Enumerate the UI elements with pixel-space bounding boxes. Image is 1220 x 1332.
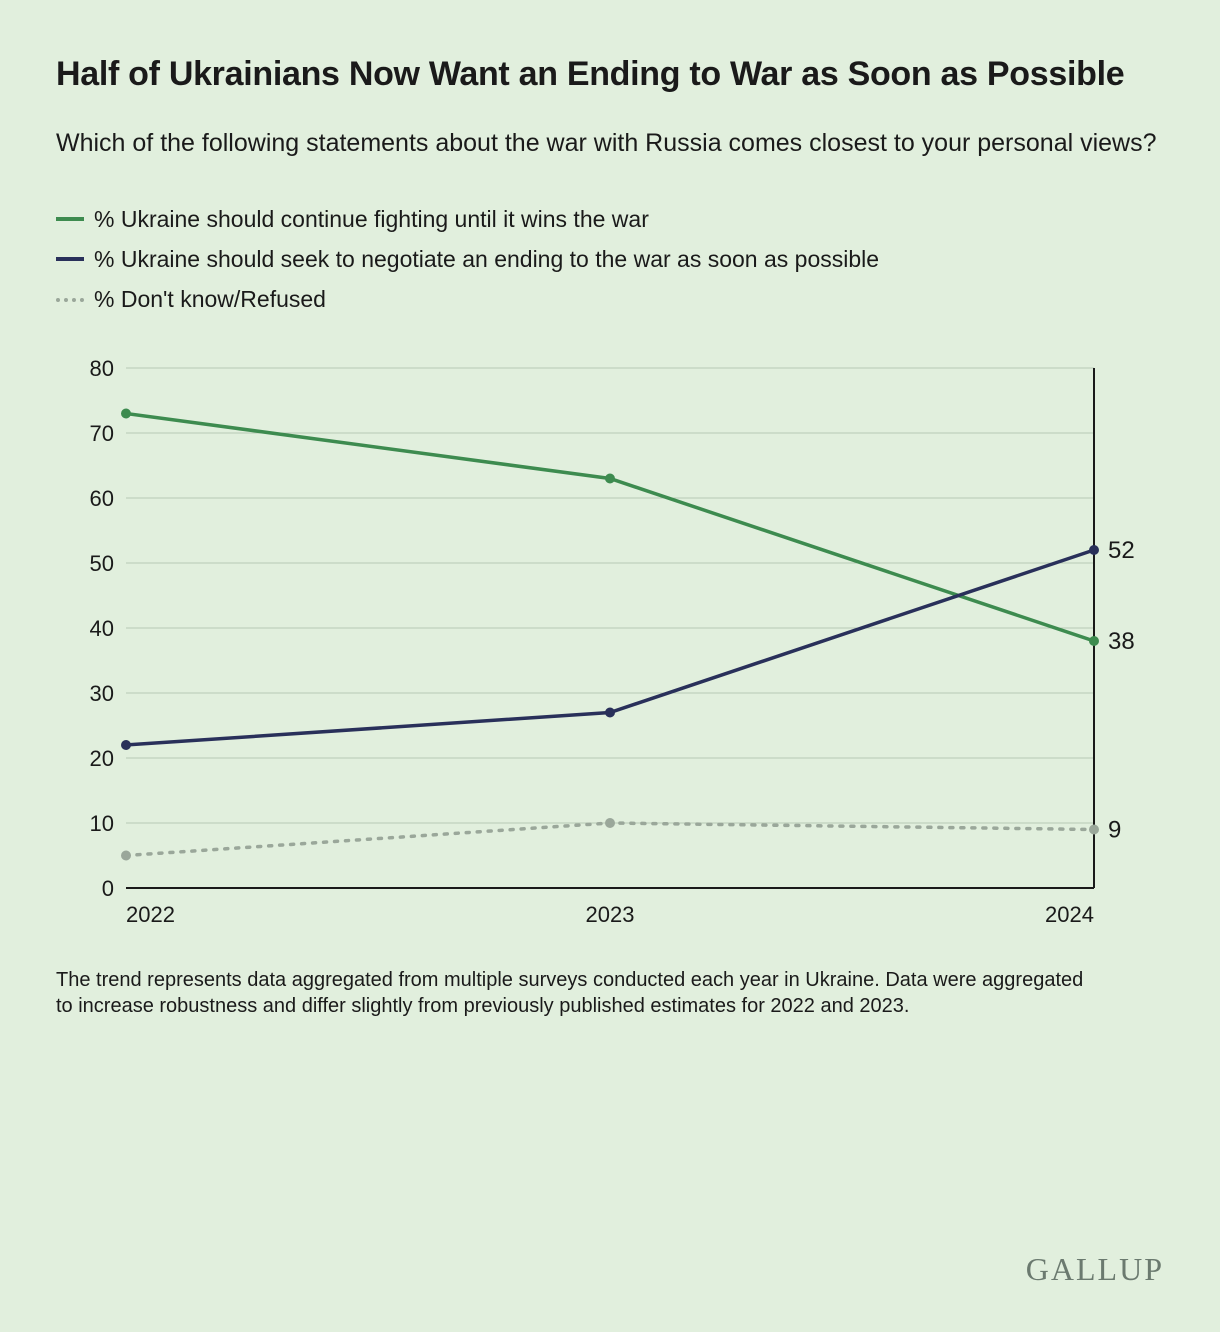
x-tick-label: 2023 (586, 902, 635, 927)
series-marker-negotiate (605, 707, 615, 717)
chart-subtitle: Which of the following statements about … (56, 124, 1164, 163)
legend: % Ukraine should continue fighting until… (56, 199, 1164, 320)
legend-item-negotiate: % Ukraine should seek to negotiate an en… (56, 239, 1164, 279)
legend-label-fight: % Ukraine should continue fighting until… (94, 199, 649, 239)
series-marker-fight (605, 473, 615, 483)
series-marker-negotiate (1089, 545, 1099, 555)
series-marker-fight (1089, 636, 1099, 646)
y-tick-label: 30 (90, 681, 114, 706)
y-tick-label: 60 (90, 486, 114, 511)
legend-label-dk: % Don't know/Refused (94, 279, 326, 319)
legend-swatch-negotiate (56, 257, 84, 261)
y-tick-label: 70 (90, 421, 114, 446)
y-tick-label: 10 (90, 811, 114, 836)
legend-swatch-fight (56, 217, 84, 221)
x-tick-label: 2024 (1045, 902, 1094, 927)
y-tick-label: 50 (90, 551, 114, 576)
series-end-label-fight: 38 (1108, 628, 1135, 655)
y-tick-label: 40 (90, 616, 114, 641)
series-end-label-dk: 9 (1108, 816, 1121, 843)
legend-item-fight: % Ukraine should continue fighting until… (56, 199, 1164, 239)
legend-item-dk: % Don't know/Refused (56, 279, 1164, 319)
series-marker-dk (1089, 824, 1099, 834)
line-chart: 0 10 20 30 40 50 60 70 80 2022 2023 2024 38 52 9 (56, 348, 1164, 943)
series-end-label-negotiate: 52 (1108, 537, 1135, 564)
y-tick-label: 20 (90, 746, 114, 771)
x-tick-label: 2022 (126, 902, 175, 927)
y-tick-label: 80 (90, 356, 114, 381)
legend-label-negotiate: % Ukraine should seek to negotiate an en… (94, 239, 879, 279)
series-marker-dk (121, 850, 131, 860)
legend-swatch-dk (56, 298, 84, 302)
brand-logo: GALLUP (1026, 1251, 1164, 1288)
series-line-fight (126, 413, 1094, 641)
series-marker-negotiate (121, 740, 131, 750)
chart-svg: 0 10 20 30 40 50 60 70 80 2022 2023 2024 38 52 9 (56, 348, 1164, 938)
chart-footnote: The trend represents data aggregated fro… (56, 967, 1096, 1019)
series-marker-fight (121, 408, 131, 418)
series-marker-dk (605, 818, 615, 828)
chart-title: Half of Ukrainians Now Want an Ending to… (56, 52, 1164, 96)
y-tick-label: 0 (102, 876, 114, 901)
